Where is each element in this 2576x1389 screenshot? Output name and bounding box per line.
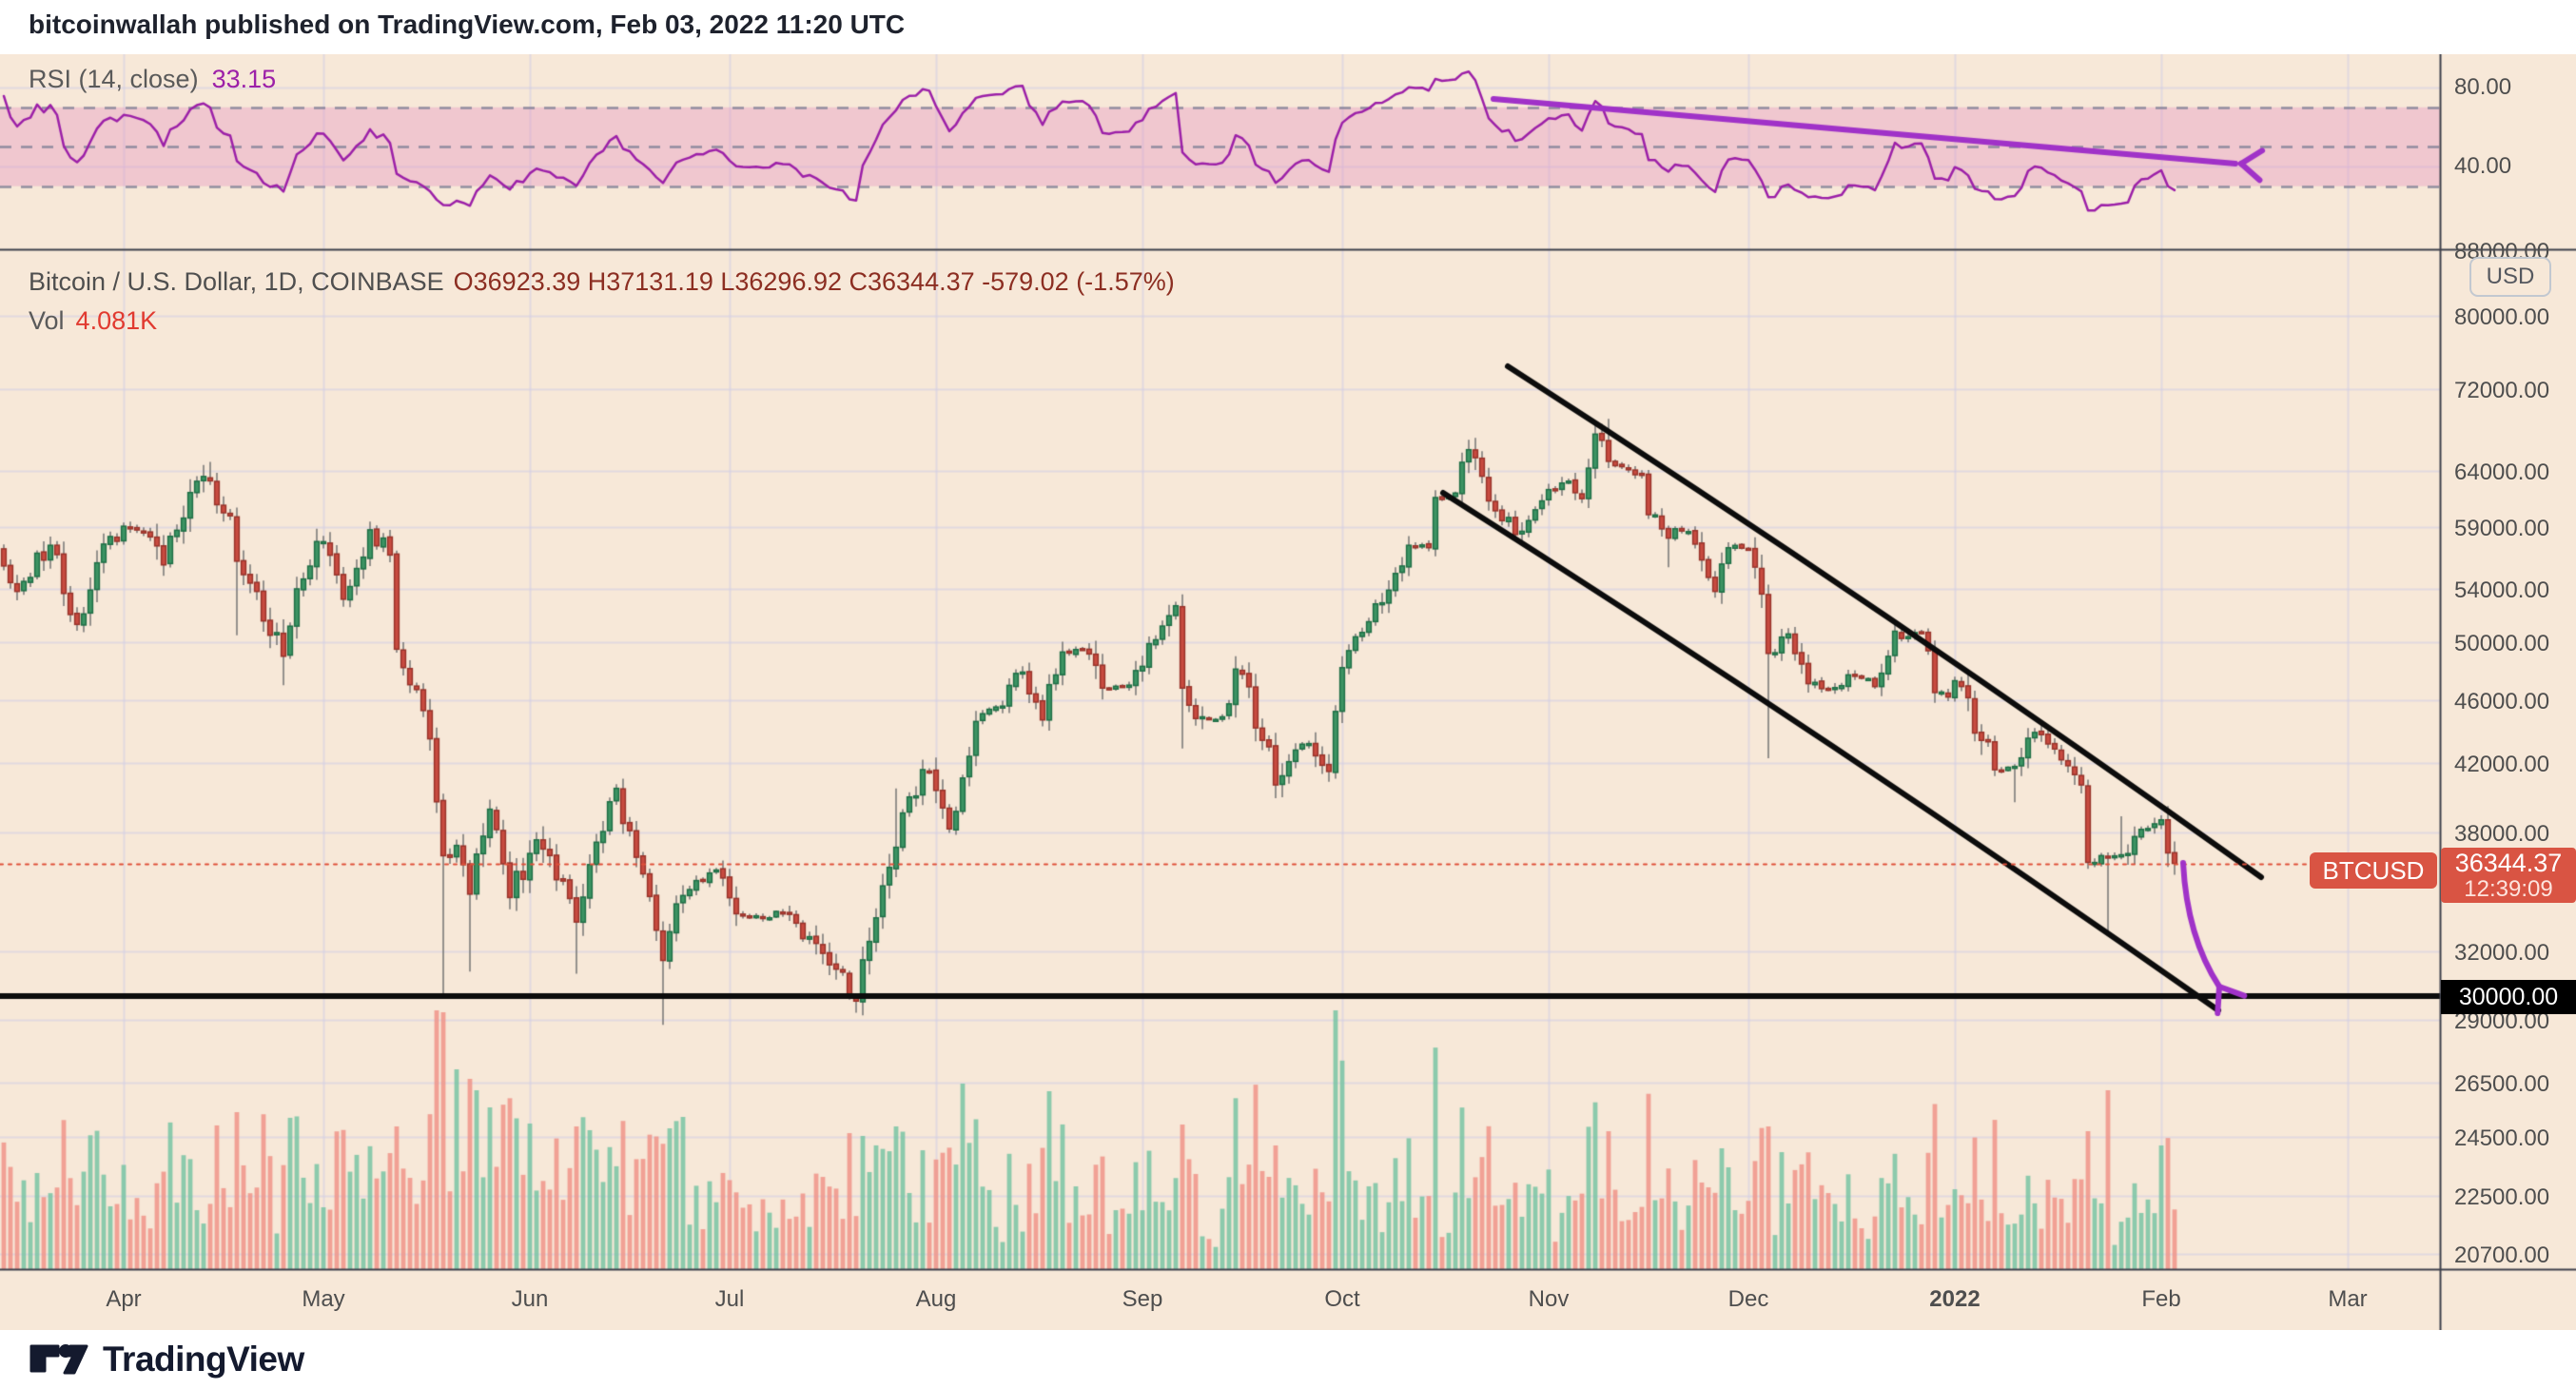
- time-tick-label-sep: Sep: [1122, 1286, 1163, 1312]
- price-tick-label: 38000.00: [2454, 821, 2550, 848]
- support-level-badge: 30000.00: [2441, 980, 2576, 1014]
- footer: TradingView: [0, 1330, 2576, 1389]
- rsi-tick-label: 40.00: [2454, 153, 2512, 179]
- price-chart-canvas[interactable]: [0, 54, 2576, 1330]
- time-tick-label-apr: Apr: [106, 1286, 142, 1312]
- last-price-value: 36344.37: [2454, 849, 2563, 878]
- ohlc-values: O36923.39 H37131.19 L36296.92 C36344.37 …: [453, 267, 1175, 296]
- price-tick-label: 24500.00: [2454, 1125, 2550, 1152]
- price-tick-label: 72000.00: [2454, 378, 2550, 404]
- price-tick-label: 46000.00: [2454, 688, 2550, 714]
- price-tick-label: 50000.00: [2454, 631, 2550, 657]
- tradingview-logo-icon[interactable]: [29, 1340, 89, 1379]
- rsi-value: 33.15: [211, 65, 277, 93]
- symbol-title-text: Bitcoin / U.S. Dollar, 1D, COINBASE: [29, 267, 444, 296]
- volume-label: Vol: [29, 306, 65, 335]
- published-header: bitcoinwallah published on TradingView.c…: [29, 10, 906, 39]
- volume-value: 4.081K: [75, 306, 158, 335]
- rsi-tick-label: 80.00: [2454, 74, 2512, 100]
- price-tick-label: 26500.00: [2454, 1070, 2550, 1097]
- rsi-label: RSI (14, close): [29, 65, 199, 93]
- price-tick-label: 20700.00: [2454, 1242, 2550, 1268]
- time-tick-label-dec: Dec: [1727, 1286, 1769, 1312]
- time-tick-label-oct: Oct: [1324, 1286, 1360, 1312]
- time-tick-label-mar: Mar: [2328, 1286, 2368, 1312]
- bar-countdown: 12:39:09: [2464, 875, 2553, 902]
- symbol-legend[interactable]: Bitcoin / U.S. Dollar, 1D, COINBASE O3692…: [29, 267, 1175, 297]
- time-tick-label-may: May: [302, 1286, 345, 1312]
- symbol-price-tag: BTCUSD: [2310, 852, 2437, 889]
- price-tick-label: 42000.00: [2454, 752, 2550, 778]
- rsi-indicator-legend[interactable]: RSI (14, close) 33.15: [29, 65, 276, 94]
- price-tick-label: 64000.00: [2454, 460, 2550, 486]
- time-tick-label-2022: 2022: [1929, 1286, 1981, 1312]
- volume-legend[interactable]: Vol 4.081K: [29, 306, 157, 336]
- price-tick-label: 80000.00: [2454, 304, 2550, 331]
- time-tick-label-feb: Feb: [2141, 1286, 2181, 1312]
- currency-toggle-button[interactable]: USD: [2469, 257, 2551, 297]
- price-tick-label: 32000.00: [2454, 940, 2550, 967]
- price-tick-label: 22500.00: [2454, 1184, 2550, 1211]
- time-tick-label-nov: Nov: [1528, 1286, 1570, 1312]
- time-tick-label-jul: Jul: [714, 1286, 745, 1312]
- last-price-badge: 36344.37 12:39:09: [2441, 848, 2576, 903]
- time-tick-label-jun: Jun: [511, 1286, 549, 1312]
- price-tick-label: 59000.00: [2454, 516, 2550, 542]
- tradingview-logo-text[interactable]: TradingView: [103, 1340, 304, 1379]
- price-tick-label: 54000.00: [2454, 577, 2550, 603]
- time-tick-label-aug: Aug: [915, 1286, 957, 1312]
